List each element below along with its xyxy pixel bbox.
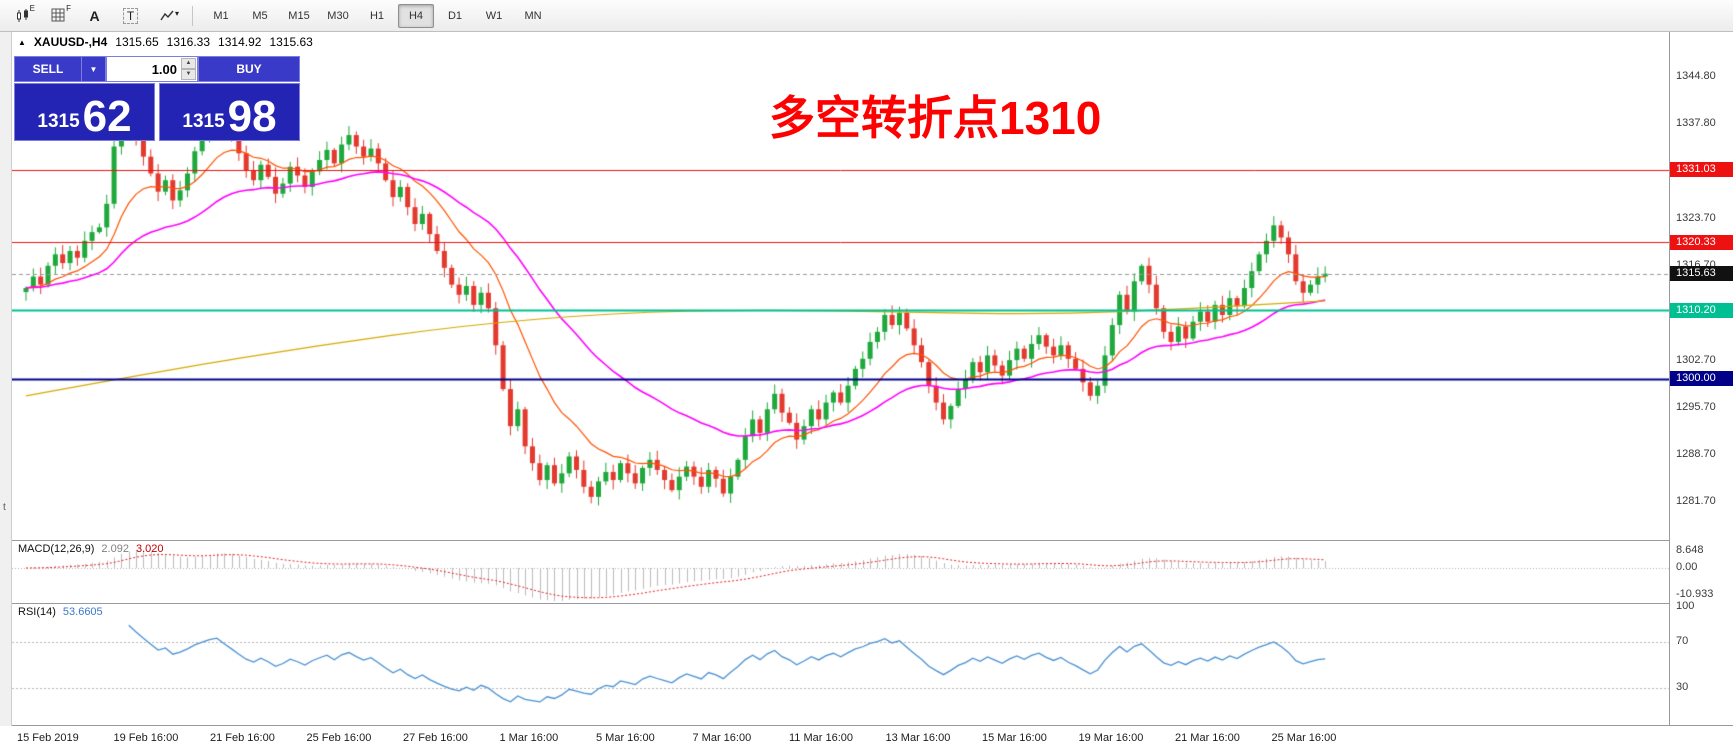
sell-price-display[interactable]: 1315 62 [14,83,155,141]
price-tick-1344.80: 1344.80 [1676,70,1716,83]
current-price-label: 1315.63 [1670,266,1733,282]
high-value: 1316.33 [166,35,211,49]
time-label: 19 Feb 16:00 [113,732,179,744]
text-tool-icon[interactable]: T [116,3,145,29]
time-scale[interactable]: 15 Feb 2019 19 Feb 16:00 21 Feb 16:00 25 Fe… [0,726,1733,753]
macd-canvas[interactable] [12,541,1669,603]
time-label: 21 Mar 16:00 [1175,732,1240,744]
time-label: 7 Mar 16:00 [692,732,752,744]
ohlc-readout: ▲ XAUUSD-,H4 1315.65 1316.33 1314.92 131… [18,35,313,49]
volume-up-button[interactable]: ▲ [181,58,196,69]
indicators-grid-icon[interactable]: F [44,3,73,29]
order-type-dropdown[interactable]: ▼ [82,56,106,82]
time-label: 1 Mar 16:00 [499,732,559,744]
price-tick-1302.70: 1302.70 [1676,353,1716,366]
buy-price-display[interactable]: 1315 98 [159,83,300,141]
rsi-canvas[interactable] [12,604,1669,725]
price-line-label-1331.03: 1331.03 [1670,162,1733,178]
low-value: 1314.92 [218,35,262,49]
macd-label: MACD(12,26,9) 2.092 3.020 [18,543,163,555]
buy-button[interactable]: BUY [198,56,300,82]
price-scale[interactable]: 1344.801337.801323.701316.701302.701295.… [1669,32,1733,725]
timeframe-h4[interactable]: H4 [398,3,434,28]
time-label: 25 Mar 16:00 [1271,732,1337,744]
buy-price-main: 1315 [182,111,225,132]
timeframe-d1[interactable]: D1 [447,9,463,22]
timeframe-w1[interactable]: W1 [485,9,503,22]
left-dock-label: t [3,502,6,513]
close-value: 1315.63 [269,35,313,49]
time-label: 11 Mar 16:00 [789,732,854,744]
time-label: 15 Mar 16:00 [982,732,1047,744]
toolbar: E F A T ▾ M1 M5 M15 M30 H1 H4 D1 W1 MN [0,0,1733,32]
timeframe-mn[interactable]: MN [524,9,542,22]
timeframe-group: M1 M5 M15 M30 H1 H4 D1 W1 MN [203,3,554,28]
direction-up-icon: ▲ [18,37,26,47]
time-label: 15 Feb 2019 [17,732,79,744]
volume-stepper: ▲ ▼ [181,58,196,80]
rsi-name: RSI(14) [18,606,56,618]
time-label: 21 Feb 16:00 [210,732,275,744]
timeframe-m30[interactable]: M30 [327,9,349,22]
macd-name: MACD(12,26,9) [18,543,95,555]
timeframe-m15[interactable]: M15 [288,9,310,22]
timeframe-m1[interactable]: M1 [213,9,229,22]
price-tick-1288.70: 1288.70 [1676,448,1716,461]
macd-axis-min: -10.933 [1676,588,1714,600]
symbol-timeframe-label: XAUUSD-,H4 [33,35,108,49]
draw-objects-icon[interactable]: ▾ [152,3,181,29]
chart-annotation: 多空转折点1310 [769,92,1102,144]
panel-separator[interactable] [12,725,1733,726]
rsi-panel[interactable]: RSI(14) 53.6605 [12,604,1669,725]
candlestick-chart-icon[interactable]: E [8,3,37,29]
left-dock-strip: t [0,32,12,753]
chevron-down-icon: ▼ [89,64,98,74]
sell-button[interactable]: SELL [14,56,82,82]
time-label: 19 Mar 16:00 [1078,732,1144,744]
sell-price-main: 1315 [37,111,80,132]
rsi-axis-70: 70 [1676,634,1689,647]
price-line-label-1320.33: 1320.33 [1670,234,1733,250]
buy-price-pips: 98 [227,91,277,141]
macd-signal-value: 3.020 [135,543,164,555]
one-click-trading-panel: SELL ▼ ▲ ▼ BUY 1315 62 [14,56,300,141]
rsi-label: RSI(14) 53.6605 [18,606,103,618]
time-label: 5 Mar 16:00 [596,732,655,744]
time-label: 27 Feb 16:00 [403,732,468,744]
toolbar-separator [192,5,193,26]
timeframe-h1[interactable]: H1 [369,9,385,22]
rsi-axis-30: 30 [1676,680,1689,693]
time-label: 13 Mar 16:00 [885,732,951,744]
macd-main-value: 2.092 [101,543,129,555]
price-line-label-1310.20: 1310.20 [1670,302,1733,318]
rsi-value: 53.6605 [62,606,103,618]
price-tick-1281.70: 1281.70 [1676,495,1716,508]
open-value: 1315.65 [115,35,159,49]
price-tick-1337.80: 1337.80 [1676,117,1716,130]
price-tick-1323.70: 1323.70 [1676,212,1716,225]
time-label: 25 Feb 16:00 [306,732,372,744]
volume-down-button[interactable]: ▼ [181,69,196,80]
price-tick-1295.70: 1295.70 [1676,400,1716,413]
text-annotation-icon[interactable]: A [89,7,100,24]
timeframe-m5[interactable]: M5 [252,9,268,22]
price-line-label-1300.00: 1300.00 [1670,371,1733,387]
volume-input[interactable] [107,60,197,78]
rsi-axis-100: 100 [1676,600,1695,612]
panel-separator[interactable] [12,603,1733,604]
sell-price-pips: 62 [82,91,132,141]
macd-axis-max: 8.648 [1676,544,1704,556]
macd-axis-zero: 0.00 [1676,561,1698,573]
panel-separator[interactable] [12,540,1733,541]
volume-field-wrap: ▲ ▼ [106,56,198,82]
price-chart-panel[interactable]: ▲ XAUUSD-,H4 1315.65 1316.33 1314.92 131… [12,32,1669,540]
macd-panel[interactable]: MACD(12,26,9) 2.092 3.020 [12,541,1669,603]
